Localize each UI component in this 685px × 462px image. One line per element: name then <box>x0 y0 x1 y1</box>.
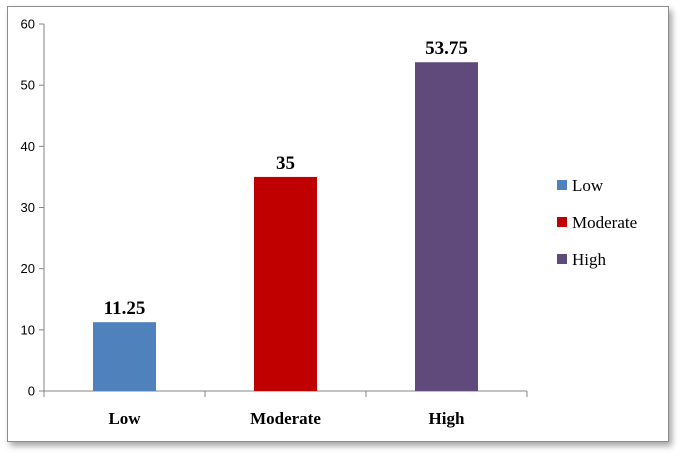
legend-swatch-moderate <box>557 217 567 227</box>
x-category-label: High <box>429 409 465 428</box>
y-tick-label: 50 <box>21 78 35 93</box>
x-category-label: Low <box>108 409 141 428</box>
legend-label-moderate: Moderate <box>572 213 637 232</box>
y-tick-label: 10 <box>21 322 35 337</box>
data-label-high: 53.75 <box>425 38 468 59</box>
legend-swatch-low <box>557 180 567 190</box>
x-axis: Low Moderate High <box>43 390 528 428</box>
y-tick-label: 40 <box>21 139 35 154</box>
y-tick-label: 0 <box>28 384 35 399</box>
y-tick-label: 20 <box>21 261 35 276</box>
y-tick-label: 30 <box>21 200 35 215</box>
legend-label-high: High <box>572 250 607 269</box>
legend-swatch-high <box>557 254 567 264</box>
legend-label-low: Low <box>572 176 604 195</box>
data-label-low: 11.25 <box>104 298 146 319</box>
x-category-label: Moderate <box>250 409 321 428</box>
bar-low <box>93 322 156 391</box>
data-labels: 11.25 35 53.75 <box>104 38 468 319</box>
y-axis: 0 10 20 30 40 50 60 <box>21 17 45 399</box>
bar-moderate <box>254 176 317 391</box>
bar-high <box>415 62 478 392</box>
legend: Low Moderate High <box>557 176 637 269</box>
y-tick-label: 60 <box>21 17 35 32</box>
bars <box>93 62 478 392</box>
data-label-moderate: 35 <box>276 153 295 174</box>
